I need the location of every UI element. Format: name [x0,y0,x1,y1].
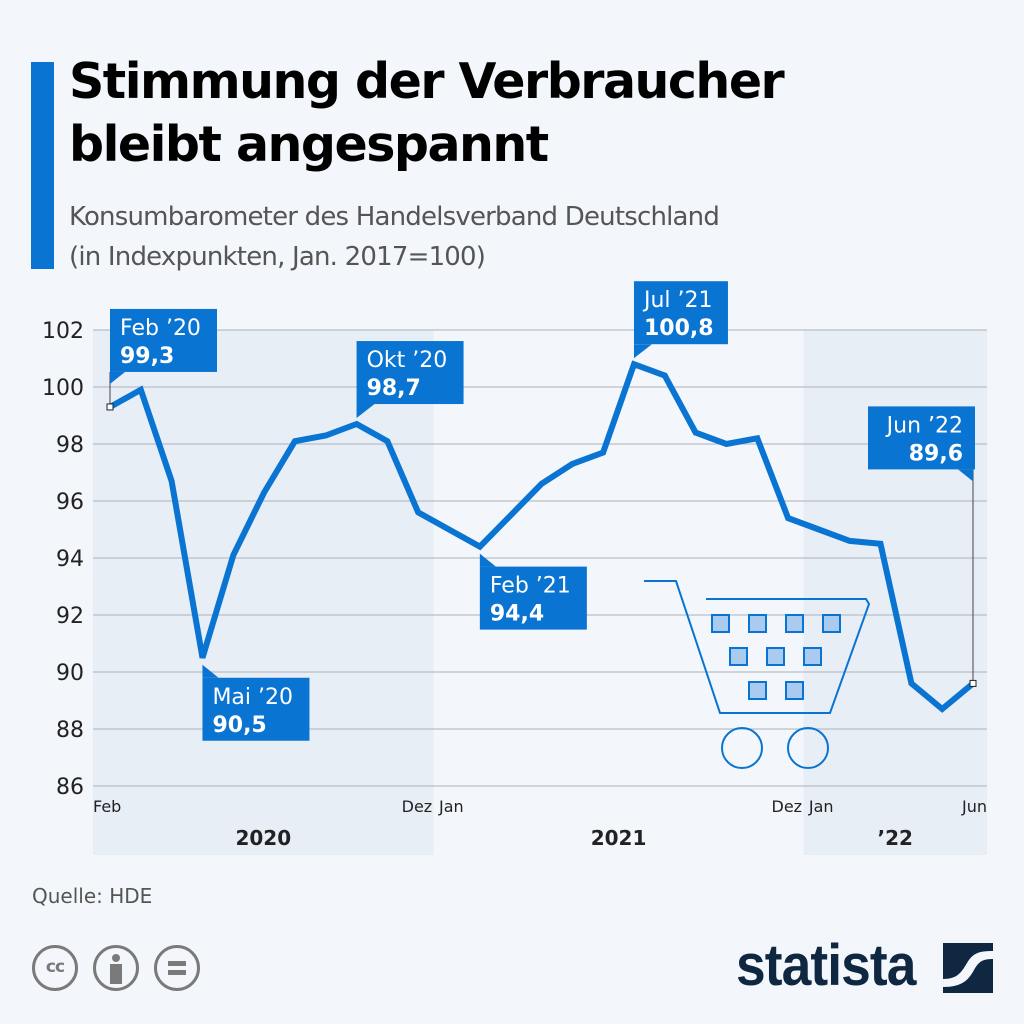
year-label: ’22 [878,826,913,850]
annotation-label: Jul ’21 100,8 [633,281,728,359]
label-month: Okt ’20 [367,348,448,373]
year-label: 2021 [591,826,647,850]
y-tick-label: 86 [56,775,84,800]
accent-bar [31,62,54,269]
label-month: Feb ’21 [490,574,571,599]
label-value: 98,7 [367,376,421,401]
line-chart: 102 100 98 96 94 92 90 88 86 Feb Dez Jan Dez Jan Jun … [42,281,987,855]
subtitle-line-1: Konsumbarometer des Handelsverband Deuts… [69,202,720,232]
label-month: Jun ’22 [885,413,963,438]
attribution-icon[interactable] [93,945,139,991]
label-pointer [110,371,125,384]
year-label: 2020 [235,826,291,850]
y-tick-label: 100 [42,376,84,401]
label-value: 100,8 [644,316,714,341]
x-axis-ticks: Feb Dez Jan Dez Jan Jun [93,797,987,816]
point-marker [106,403,114,411]
x-tick-label: Jun [961,797,987,816]
annotation-label: Mai ’20 90,5 [202,664,310,741]
label-box [110,308,217,372]
statista-logo-text[interactable]: statista [736,933,916,998]
y-tick-label: 90 [56,661,84,686]
x-tick-label: Dez [772,797,803,816]
x-tick-label: Feb [93,797,121,816]
x-tick-label: Jan [438,797,464,816]
label-month: Jul ’21 [642,288,713,313]
x-tick-label: Jan [808,797,834,816]
no-derivatives-icon[interactable] [154,945,200,991]
label-value: 89,6 [909,441,963,466]
y-tick-label: 92 [56,604,84,629]
label-month: Feb ’20 [120,316,201,341]
label-pointer [202,664,219,678]
y-tick-label: 96 [56,490,84,515]
annotation-label: Jun ’22 89,6 [868,406,977,687]
annotation-label: Feb ’21 94,4 [479,553,587,630]
person-body [110,964,122,984]
label-box [202,677,310,741]
subtitle: Konsumbarometer des Handelsverband Deuts… [69,197,720,277]
label-box [633,281,728,345]
annotations: Feb ’20 99,3 Mai ’20 90,5 Okt ’20 98,7 Feb ’21… [106,281,977,741]
label-pointer [356,404,375,419]
title-line-1: Stimmung der Verbraucher [69,53,785,110]
y-axis-ticks: 102 100 98 96 94 92 90 88 86 [42,319,84,800]
label-box [356,341,464,405]
source-note: Quelle: HDE [32,884,153,908]
y-tick-label: 94 [56,547,84,572]
year-labels: 2020 2021 ’22 [235,826,912,850]
equals-bar-top [168,961,186,966]
subtitle-line-2: (in Indexpunkten, Jan. 2017=100) [69,242,486,272]
shopping-cart-icon [644,580,871,769]
y-tick-label: 102 [42,319,84,344]
label-month: Mai ’20 [212,685,293,710]
label-pointer [479,553,496,567]
equals-bar-bottom [168,970,186,975]
annotation-label: Okt ’20 98,7 [356,341,464,419]
label-value: 99,3 [120,344,174,369]
label-value: 90,5 [212,713,266,738]
label-value: 94,4 [490,602,544,627]
label-pointer [633,344,652,359]
person-head [112,954,120,962]
statista-logo-icon[interactable] [943,943,993,993]
annotation-label: Feb ’20 99,3 [106,308,217,411]
cc-icon[interactable]: cc [32,945,78,991]
y-tick-label: 98 [56,433,84,458]
cc-text: cc [45,957,65,977]
x-tick-label: Dez [402,797,433,816]
y-tick-label: 88 [56,718,84,743]
page-title: Stimmung der Verbraucher bleibt angespan… [69,50,785,176]
license-icons: cc [32,945,200,991]
gridlines [93,329,987,787]
title-line-2: bleibt angespannt [69,116,549,173]
label-pointer [958,469,973,482]
label-box [868,406,975,470]
label-box [479,566,587,630]
point-marker [969,679,977,687]
series-line [108,360,975,713]
